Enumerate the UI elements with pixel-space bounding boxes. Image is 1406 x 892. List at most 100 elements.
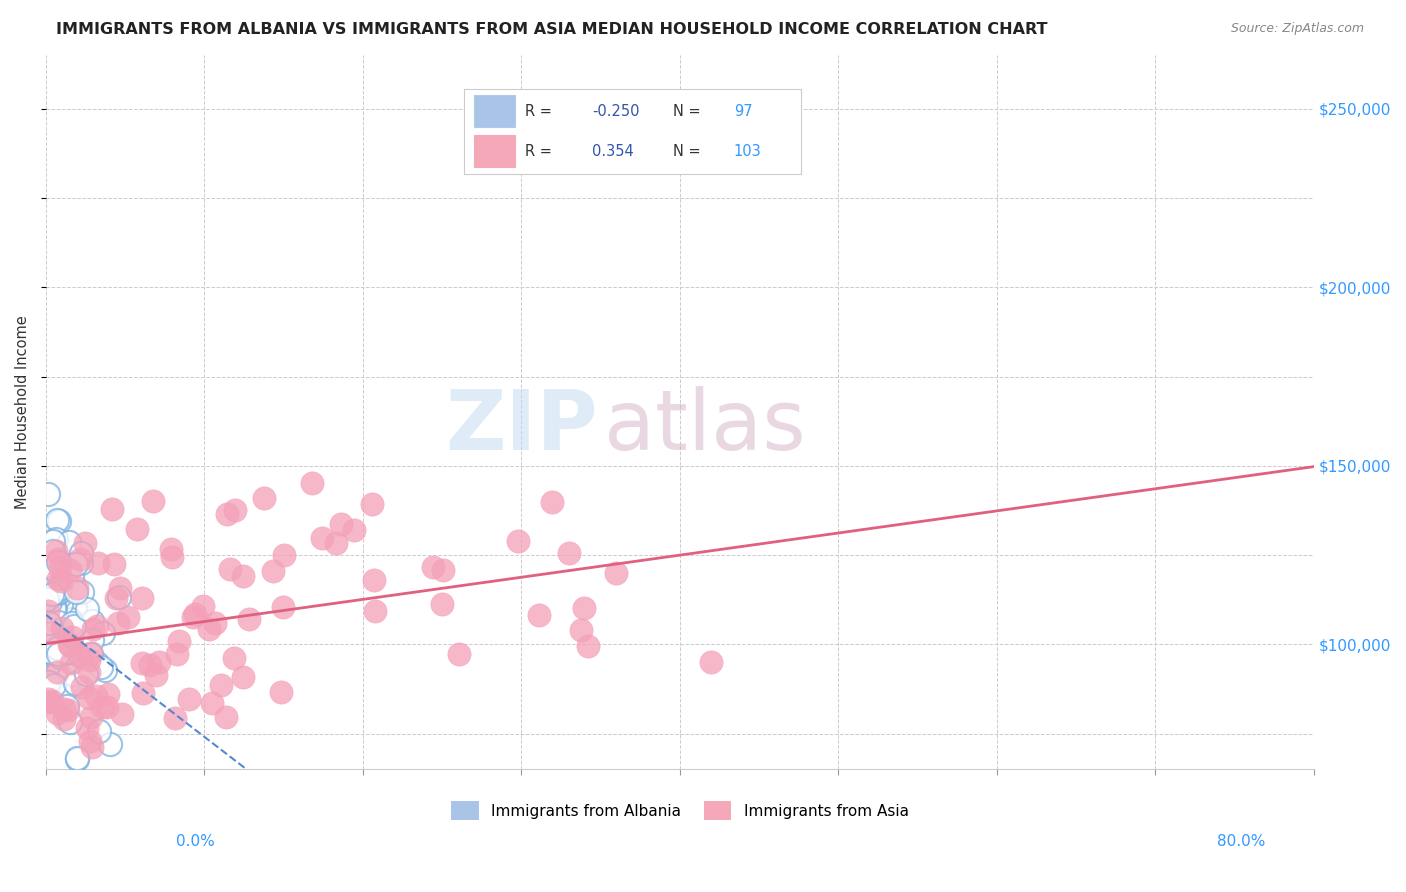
Point xyxy=(541,494,564,508)
Point xyxy=(311,531,333,545)
Point xyxy=(59,656,82,670)
Point xyxy=(48,591,70,605)
Point xyxy=(44,610,66,624)
Point xyxy=(52,683,75,698)
Point xyxy=(60,570,83,584)
Point xyxy=(48,561,70,575)
Point xyxy=(46,552,69,566)
Point xyxy=(42,543,65,558)
Point xyxy=(224,503,246,517)
Point xyxy=(56,702,79,716)
Bar xyxy=(474,135,515,167)
Point xyxy=(46,665,69,679)
Point xyxy=(98,737,121,751)
Point xyxy=(101,502,124,516)
Point xyxy=(184,607,207,622)
Point xyxy=(262,564,284,578)
Point xyxy=(46,678,69,692)
Point xyxy=(97,687,120,701)
Point xyxy=(232,569,254,583)
Point xyxy=(91,626,114,640)
Point xyxy=(46,513,69,527)
Point xyxy=(41,587,63,601)
Text: 0.354: 0.354 xyxy=(592,144,634,159)
Point xyxy=(49,574,72,588)
Point xyxy=(94,663,117,677)
Point xyxy=(77,690,100,705)
Point xyxy=(80,614,103,628)
Point xyxy=(271,600,294,615)
Point xyxy=(59,714,82,729)
Point xyxy=(204,615,226,630)
Point xyxy=(59,612,82,626)
Point xyxy=(65,557,87,571)
Point xyxy=(53,702,76,716)
Point xyxy=(69,649,91,664)
Point xyxy=(76,721,98,735)
Text: 80.0%: 80.0% xyxy=(1218,834,1265,849)
Point xyxy=(56,634,79,648)
Point xyxy=(42,646,65,660)
Point xyxy=(45,584,67,599)
Point xyxy=(39,574,62,588)
Point xyxy=(44,600,66,615)
Point xyxy=(75,666,97,681)
Point xyxy=(325,535,347,549)
Point xyxy=(48,586,70,600)
Point xyxy=(38,615,60,630)
Point xyxy=(179,692,201,706)
Point xyxy=(193,599,215,613)
Point xyxy=(46,644,69,658)
Point xyxy=(82,740,104,755)
Point xyxy=(41,569,63,583)
Point xyxy=(39,571,62,585)
Point xyxy=(506,534,529,549)
Point xyxy=(49,581,72,595)
Point xyxy=(56,699,79,714)
Point xyxy=(361,497,384,511)
Point xyxy=(35,592,58,607)
Point xyxy=(65,751,87,765)
Point xyxy=(44,602,66,616)
Point xyxy=(41,550,63,565)
Point xyxy=(45,666,67,681)
Point xyxy=(63,600,86,615)
Point xyxy=(330,517,353,532)
Point xyxy=(142,494,165,508)
Text: Source: ZipAtlas.com: Source: ZipAtlas.com xyxy=(1230,22,1364,36)
Point xyxy=(46,668,69,682)
Point xyxy=(209,677,232,691)
Point xyxy=(44,625,66,640)
Point xyxy=(148,655,170,669)
Point xyxy=(37,684,59,698)
Point xyxy=(39,625,62,640)
Point xyxy=(63,619,86,633)
Point xyxy=(65,585,87,599)
Point xyxy=(55,677,77,691)
Point xyxy=(51,648,73,663)
Point xyxy=(270,685,292,699)
Point xyxy=(107,590,129,604)
Point xyxy=(45,706,67,721)
Point xyxy=(63,675,86,690)
Y-axis label: Median Household Income: Median Household Income xyxy=(15,316,30,509)
Point xyxy=(62,578,84,592)
Point xyxy=(35,626,58,640)
Point xyxy=(46,647,69,661)
Point xyxy=(76,602,98,616)
Point xyxy=(41,694,63,708)
Point xyxy=(125,522,148,536)
Point xyxy=(44,588,66,602)
Text: 103: 103 xyxy=(734,144,762,159)
Point xyxy=(201,696,224,710)
Point xyxy=(132,686,155,700)
Point xyxy=(58,637,80,651)
Point xyxy=(70,546,93,560)
Point xyxy=(39,586,62,600)
Legend: Immigrants from Albania, Immigrants from Asia: Immigrants from Albania, Immigrants from… xyxy=(446,795,915,826)
Point xyxy=(572,601,595,615)
Point xyxy=(49,649,72,664)
Point xyxy=(80,710,103,724)
Point xyxy=(41,622,63,636)
Point xyxy=(131,657,153,671)
